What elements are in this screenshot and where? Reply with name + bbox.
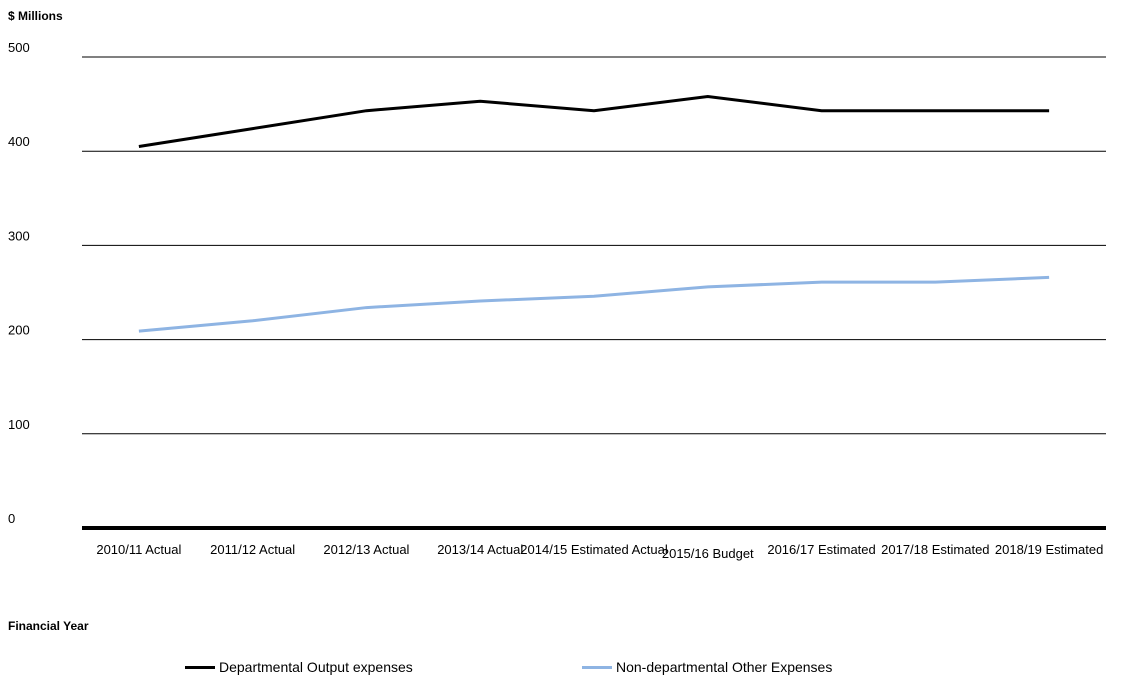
grid-lines <box>82 56 1106 530</box>
y-tick-label: 400 <box>8 134 30 149</box>
y-tick-label: 200 <box>8 323 30 338</box>
y-axis-ticks: 0 100 200 300 400 500 <box>8 40 30 526</box>
legend-label-non-departmental: Non-departmental Other Expenses <box>616 659 833 675</box>
legend-swatch-departmental <box>185 665 215 669</box>
x-axis-ticks: 2010/11 Actual 2011/12 Actual 2012/13 Actu… <box>96 542 1103 561</box>
x-tick-label: 2018/19 Estimated <box>995 542 1103 557</box>
x-tick-label: 2014/15 Estimated Actual <box>520 542 668 557</box>
line-chart: 0 100 200 300 400 500 2010/11 Actual 2011/12 A… <box>8 40 1106 561</box>
series-line-non-departmental <box>138 275 1050 333</box>
legend-swatch-non-departmental <box>582 665 612 669</box>
legend-item-departmental: Departmental Output expenses <box>185 659 413 675</box>
y-tick-label: 500 <box>8 40 30 55</box>
y-tick-label: 0 <box>8 511 15 526</box>
legend-item-non-departmental: Non-departmental Other Expenses <box>582 659 832 675</box>
x-tick-label: 2013/14 Actual <box>437 542 523 557</box>
series-line-departmental <box>138 95 1050 148</box>
y-tick-label: 100 <box>8 417 30 432</box>
x-tick-label: 2015/16 Budget <box>662 546 754 561</box>
x-axis-label: Financial Year <box>8 619 89 633</box>
x-tick-label: 2016/17 Estimated <box>767 542 875 557</box>
x-tick-label: 2017/18 Estimated <box>881 542 989 557</box>
legend-label-departmental: Departmental Output expenses <box>219 659 413 675</box>
x-tick-label: 2012/13 Actual <box>323 542 409 557</box>
x-tick-label: 2011/12 Actual <box>210 542 295 557</box>
x-tick-label: 2010/11 Actual <box>96 542 181 557</box>
legend: Departmental Output expenses Non-departm… <box>0 659 1122 679</box>
y-axis-label: $ Millions <box>8 9 63 23</box>
series-lines <box>138 95 1050 333</box>
y-tick-label: 300 <box>8 228 30 243</box>
